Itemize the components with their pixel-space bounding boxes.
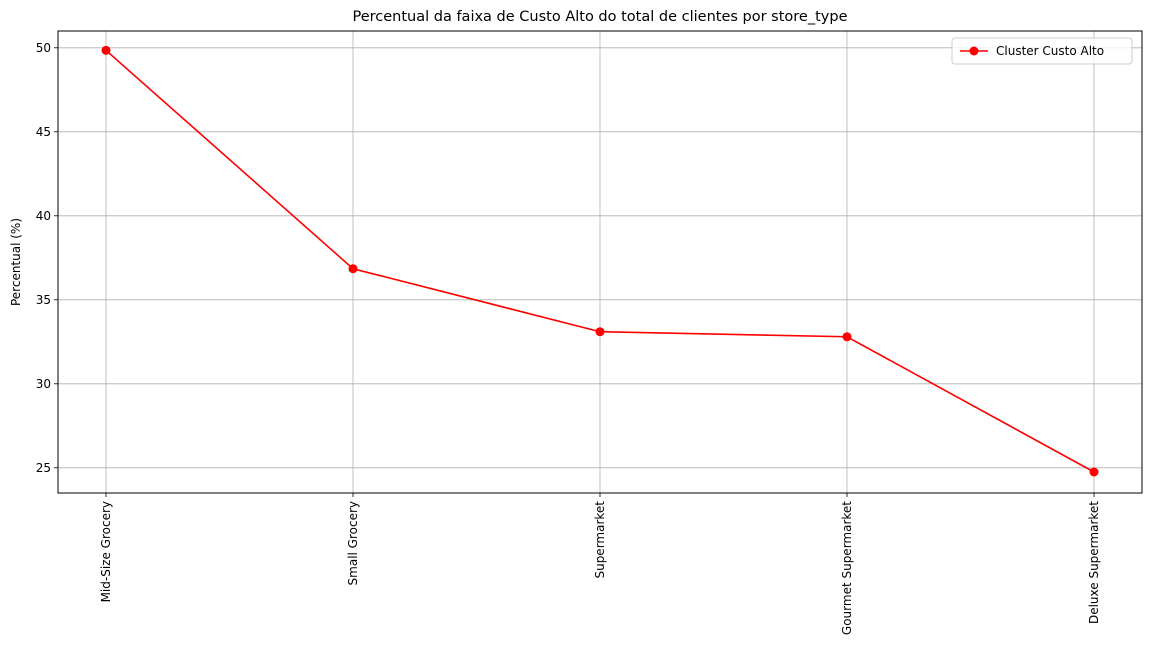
y-tick-label: 35 — [36, 293, 51, 307]
legend-entry-label: Cluster Custo Alto — [996, 44, 1104, 58]
x-tick-label: Gourmet Supermarket — [840, 501, 854, 635]
x-tick-label: Small Grocery — [346, 501, 360, 585]
legend-marker-swatch — [969, 46, 979, 56]
series-layer — [101, 45, 1099, 477]
y-tick-label: 45 — [36, 125, 51, 139]
legend-box — [951, 37, 1133, 65]
chart-title: Percentual da faixa de Custo Alto do tot… — [352, 9, 847, 25]
x-axis: Mid-Size Grocery Small Grocery Supermarket… — [99, 493, 1101, 635]
data-point — [101, 45, 111, 55]
y-axis-label: Percentual (%) — [9, 218, 23, 306]
data-point — [1089, 467, 1099, 477]
x-tick-label: Supermarket — [593, 501, 607, 579]
data-point — [348, 264, 358, 274]
data-point — [595, 327, 605, 337]
x-tick-label: Deluxe Supermarket — [1087, 501, 1101, 624]
y-axis: 25 30 35 40 45 50 — [36, 41, 58, 475]
y-tick-label: 50 — [36, 41, 51, 55]
x-tick-label: Mid-Size Grocery — [99, 501, 113, 602]
y-tick-label: 40 — [36, 209, 51, 223]
legend: Cluster Custo Alto — [951, 37, 1133, 65]
y-tick-label: 30 — [36, 377, 51, 391]
grid — [58, 31, 1142, 493]
data-point — [842, 332, 852, 342]
y-tick-label: 25 — [36, 461, 51, 475]
